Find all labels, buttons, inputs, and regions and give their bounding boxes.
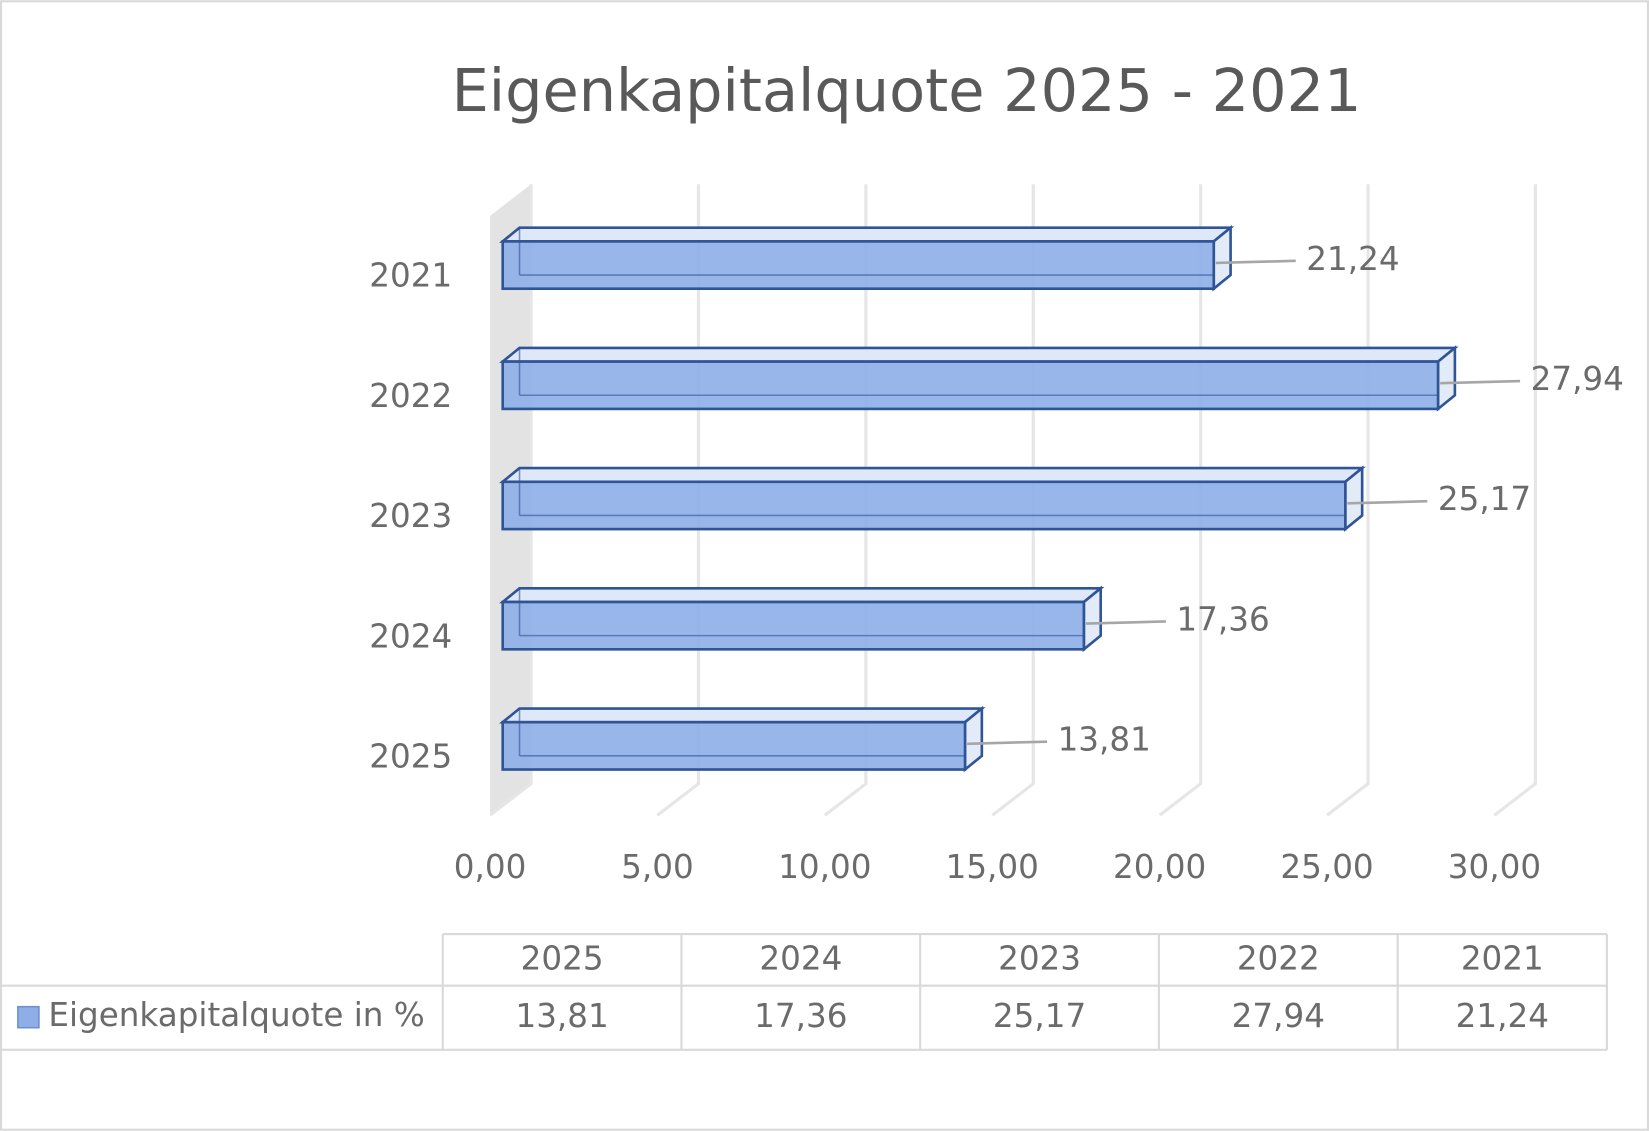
y-tick-label: 2021 bbox=[369, 257, 452, 295]
x-tick-label: 0,00 bbox=[454, 848, 527, 886]
y-tick-label: 2025 bbox=[369, 737, 452, 775]
bar bbox=[501, 480, 1347, 531]
leader-line bbox=[1347, 499, 1428, 505]
leader-line bbox=[1440, 379, 1521, 385]
data-label: 17,36 bbox=[1176, 600, 1269, 638]
bar bbox=[501, 600, 1086, 651]
table-cell: 21,24 bbox=[1456, 997, 1549, 1035]
table-header: 2025 bbox=[521, 939, 604, 977]
bar-top bbox=[498, 587, 1105, 604]
y-tick-label: 2024 bbox=[369, 617, 452, 655]
x-tick-label: 20,00 bbox=[1113, 848, 1206, 886]
bar bbox=[501, 360, 1440, 411]
data-label: 13,81 bbox=[1058, 721, 1151, 759]
leader-line bbox=[1085, 620, 1166, 625]
bar-top bbox=[498, 346, 1459, 363]
leader-line bbox=[1215, 259, 1296, 265]
data-label: 25,17 bbox=[1438, 480, 1531, 518]
x-tick-label: 5,00 bbox=[621, 848, 694, 886]
legend-label: Eigenkapitalquote in % bbox=[48, 996, 424, 1034]
table-header: 2023 bbox=[998, 939, 1081, 977]
bar-top bbox=[498, 707, 986, 724]
table-cell: 13,81 bbox=[515, 997, 608, 1035]
table-cell: 17,36 bbox=[754, 997, 847, 1035]
data-label: 27,94 bbox=[1531, 360, 1624, 398]
table-header: 2022 bbox=[1237, 939, 1320, 977]
table-cell: 27,94 bbox=[1232, 997, 1325, 1035]
chart-title: Eigenkapitalquote 2025 - 2021 bbox=[452, 56, 1362, 125]
bar bbox=[501, 720, 967, 771]
bar-top bbox=[498, 226, 1235, 243]
x-tick-label: 15,00 bbox=[946, 848, 1039, 886]
x-tick-label: 30,00 bbox=[1448, 848, 1541, 886]
bar bbox=[501, 240, 1216, 291]
leader-line bbox=[967, 740, 1048, 746]
x-tick-label: 10,00 bbox=[778, 848, 871, 886]
bar-top bbox=[498, 466, 1366, 484]
x-tick-label: 25,00 bbox=[1280, 848, 1373, 886]
table-header: 2021 bbox=[1461, 939, 1544, 977]
y-tick-label: 2023 bbox=[369, 497, 452, 535]
data-label: 21,24 bbox=[1306, 240, 1399, 278]
grid-line bbox=[1493, 184, 1537, 817]
legend-key bbox=[17, 1005, 40, 1029]
table-header: 2024 bbox=[759, 939, 842, 977]
table-cell: 25,17 bbox=[993, 997, 1086, 1035]
y-tick-label: 2022 bbox=[369, 377, 452, 415]
